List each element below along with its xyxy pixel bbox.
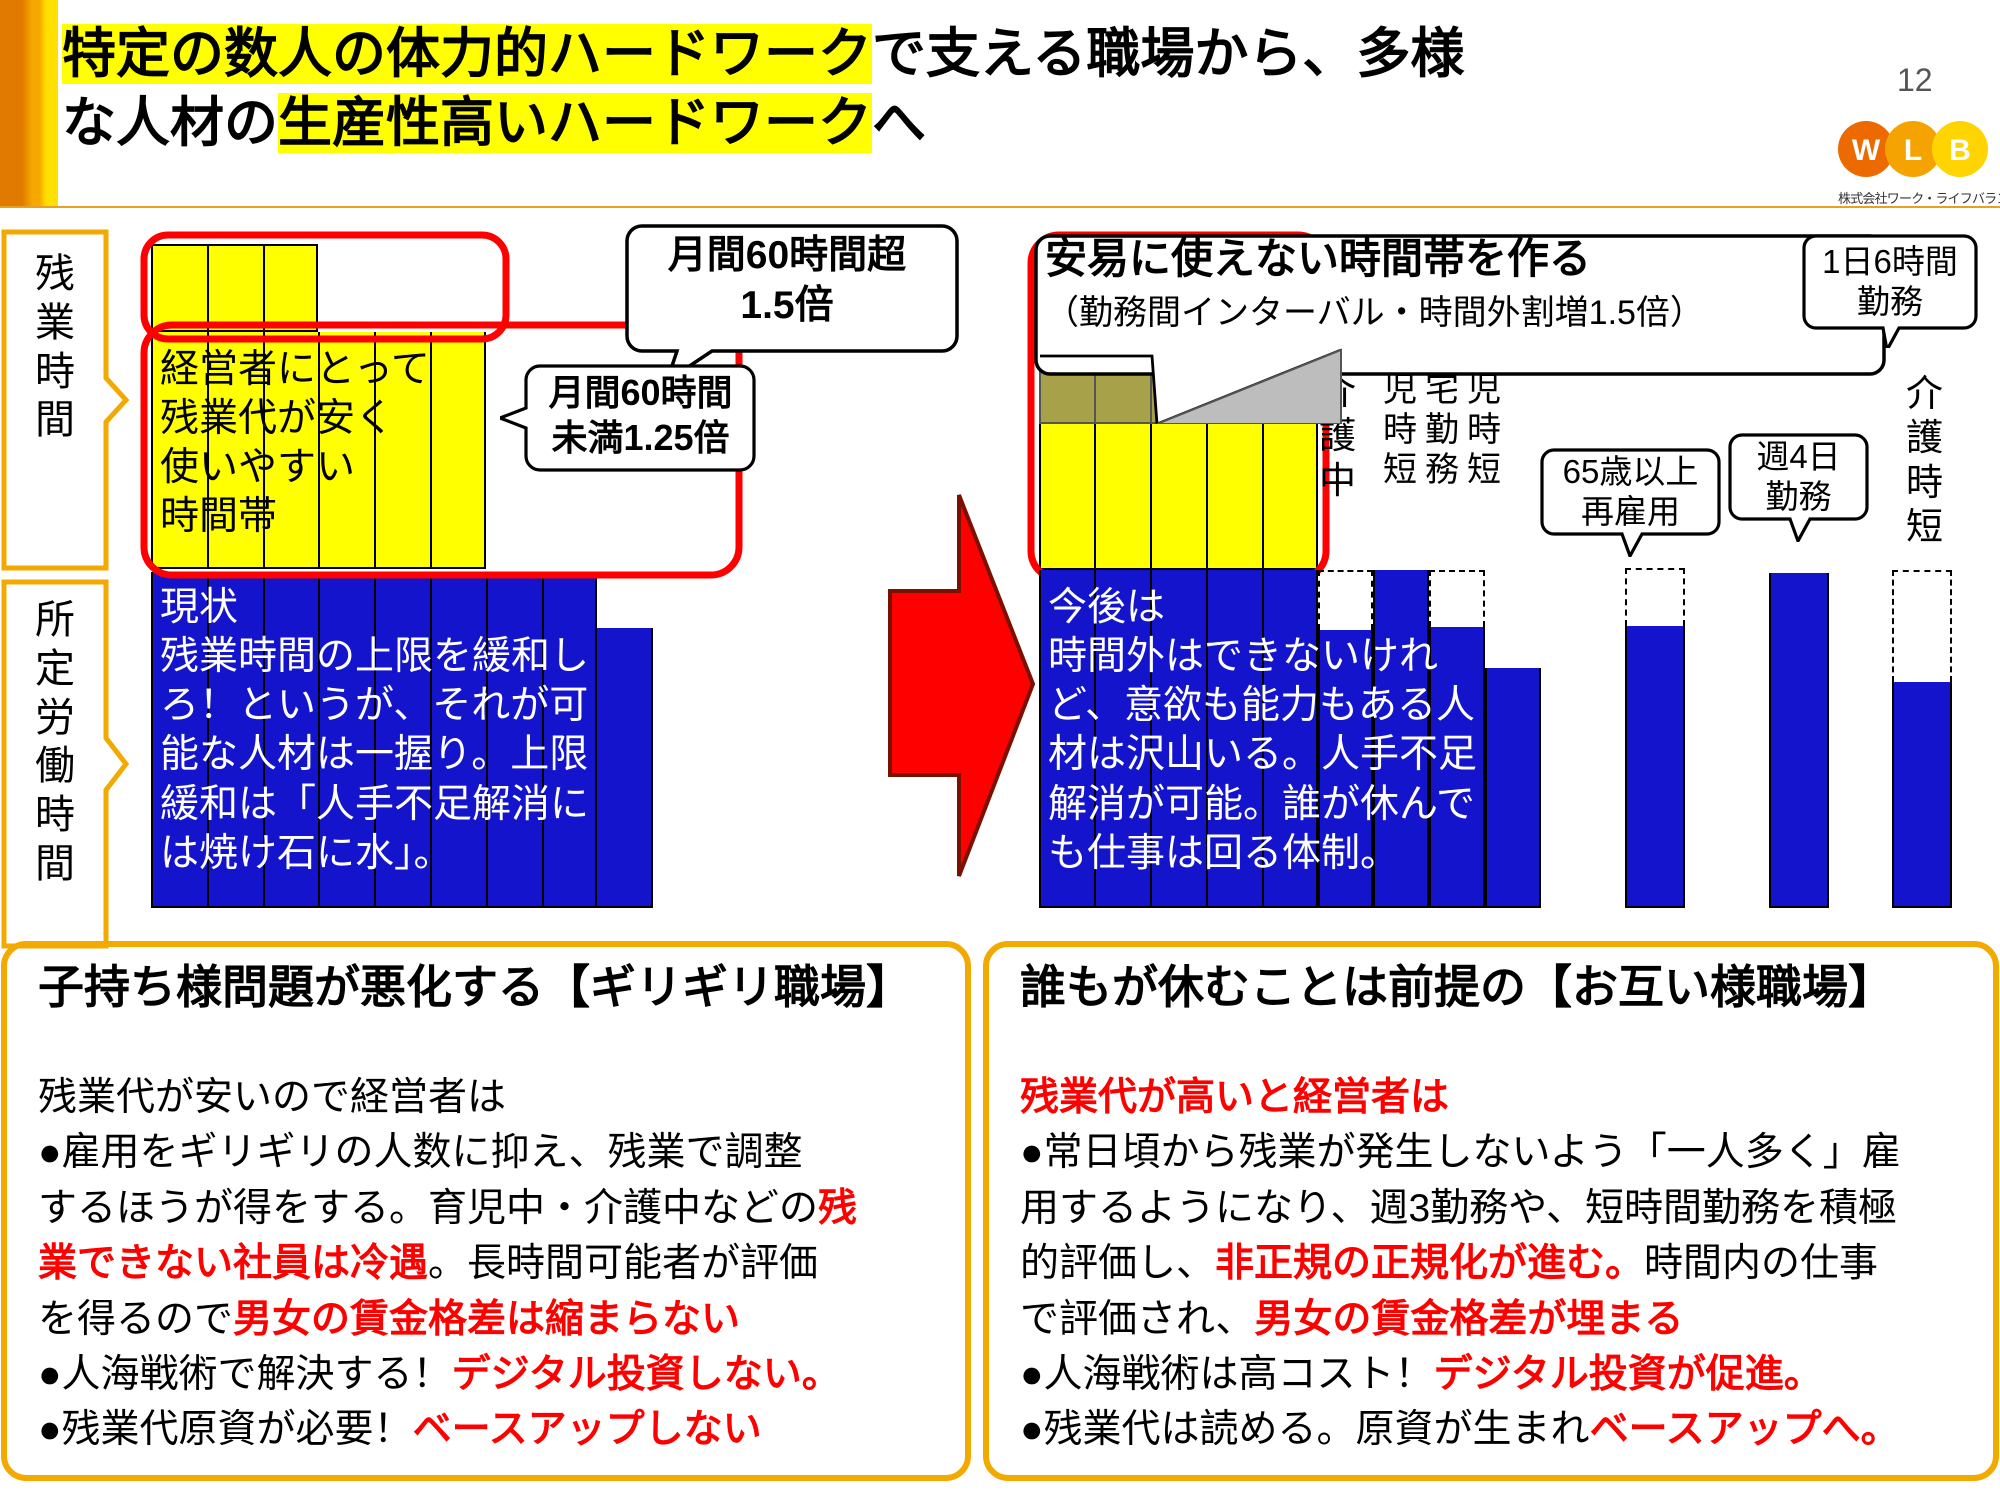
svg-text:B: B: [1949, 134, 1971, 167]
svg-text:L: L: [1904, 134, 1922, 167]
svg-text:W: W: [1852, 134, 1881, 167]
